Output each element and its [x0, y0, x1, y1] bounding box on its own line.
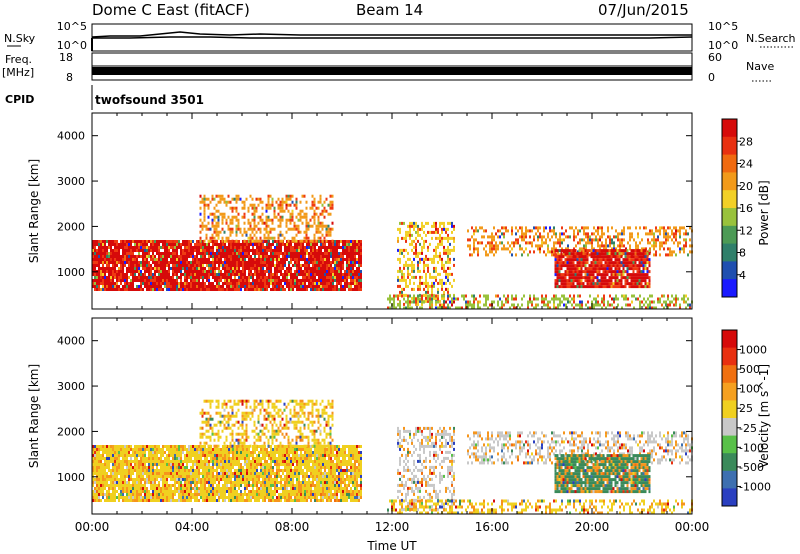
power-colorbar: 28 24 20 16 12 8 4	[721, 118, 753, 298]
colorbar-swatch	[722, 435, 737, 454]
x-tick-label: 00:00	[675, 520, 710, 534]
colorbar-swatch	[722, 347, 737, 366]
colorbar-swatch	[722, 279, 737, 298]
power-ylabel: Slant Range [km]	[27, 159, 41, 263]
colorbar-swatch	[722, 190, 737, 209]
colorbar-tick: 25	[739, 402, 753, 415]
y-tick-label: 4000	[57, 130, 85, 143]
power-panel: 1000 2000 3000 4000 Slant Range [km]	[27, 112, 693, 310]
nsearch-trace	[92, 36, 693, 39]
nsky-trace	[91, 31, 692, 38]
y-tick-label: 3000	[57, 175, 85, 188]
colorbar-swatch	[722, 470, 737, 489]
colorbar-swatch	[722, 488, 737, 507]
time-axis: 00:00 04:00 08:00 12:00 16:00 20:00 00:00	[75, 520, 710, 534]
colorbar-swatch	[722, 261, 737, 280]
power-colorbar-label: Power [dB]	[757, 180, 771, 245]
colorbar-swatch	[722, 382, 737, 401]
colorbar-swatch	[722, 136, 737, 156]
colorbar-swatch	[722, 330, 737, 349]
colorbar-swatch	[722, 208, 737, 227]
colorbar-tick: -500	[739, 461, 764, 474]
y-tick-label: 1000	[57, 471, 85, 484]
colorbar-swatch	[722, 400, 737, 419]
colorbar-tick: 100	[739, 383, 760, 396]
date-title: 07/Jun/2015	[598, 1, 689, 19]
colorbar-swatch	[722, 243, 737, 262]
freq-tick-bottom: 8	[66, 71, 73, 84]
y-tick-label: 3000	[57, 380, 85, 393]
nsky-label: N.Sky	[4, 32, 36, 45]
colorbar-tick: 24	[739, 158, 753, 171]
colorbar-tick: 20	[739, 180, 753, 193]
x-axis-title: Time UT	[366, 539, 417, 553]
velocity-echo-region-1	[199, 399, 334, 448]
power-echo-region-4	[554, 249, 651, 289]
power-echo-region-0	[92, 240, 362, 291]
colorbar-swatch	[722, 418, 737, 437]
cpid-label: CPID	[5, 93, 34, 106]
colorbar-tick: 12	[739, 224, 753, 237]
colorbar-tick: 1000	[739, 344, 767, 357]
colorbar-tick: 16	[739, 202, 753, 215]
nave-tick-top: 60	[708, 51, 722, 64]
nsearch-tick-bottom: 10^0	[708, 39, 738, 52]
colorbar-swatch	[722, 365, 737, 384]
freq-label: Freq.	[5, 53, 32, 66]
colorbar-swatch	[722, 453, 737, 472]
velocity-echo-region-2	[397, 426, 455, 511]
freq-strip: Freq. [MHz] 18 8 60 0 Nave	[2, 51, 774, 84]
y-tick-label: 4000	[57, 335, 85, 348]
colorbar-tick: -25	[739, 422, 757, 435]
colorbar-tick: 4	[739, 269, 746, 282]
nave-label: Nave	[746, 60, 774, 73]
x-tick-label: 04:00	[175, 520, 210, 534]
velocity-ylabel: Slant Range [km]	[27, 364, 41, 468]
cpid-row: CPID twofsound 3501	[5, 85, 204, 110]
colorbar-tick: -1000	[739, 480, 771, 493]
y-tick-label: 2000	[57, 220, 85, 233]
nsky-strip: N.Sky 10^5 10^0 10^5 10^0 N.Search	[4, 20, 796, 52]
nsearch-tick-top: 10^5	[708, 20, 738, 33]
colorbar-tick: 8	[739, 247, 746, 260]
x-tick-label: 08:00	[275, 520, 310, 534]
x-tick-label: 12:00	[375, 520, 410, 534]
colorbar-tick: 28	[739, 135, 753, 148]
colorbar-tick: 500	[739, 363, 760, 376]
velocity-echo-region-4	[554, 454, 651, 494]
beam-title: Beam 14	[356, 1, 423, 19]
y-tick-label: 2000	[57, 425, 85, 438]
velocity-colorbar-label: Velocity [m s^-1]	[757, 364, 771, 468]
power-echo-region-1	[199, 194, 334, 243]
freq-tick-top: 18	[59, 51, 73, 64]
nsky-tick-top: 10^5	[57, 20, 87, 33]
station-title: Dome C East (fitACF)	[92, 1, 250, 19]
x-tick-label: 00:00	[75, 520, 110, 534]
velocity-panel: 1000 2000 3000 4000 Slant Range [km]	[27, 317, 693, 515]
power-echo-region-2	[397, 221, 455, 306]
nsky-tick-bottom: 10^0	[57, 39, 87, 52]
nave-tick-bottom: 0	[708, 71, 715, 84]
x-tick-label: 20:00	[575, 520, 610, 534]
colorbar-tick: -100	[739, 441, 764, 454]
colorbar-swatch	[722, 154, 737, 173]
velocity-echo-region-3	[467, 431, 693, 465]
colorbar-swatch	[722, 225, 737, 245]
colorbar-swatch	[722, 119, 737, 138]
x-tick-label: 16:00	[475, 520, 510, 534]
freq-unit: [MHz]	[2, 66, 34, 79]
velocity-colorbar: 1000 500 100 25 -25 -100 -500 -1000	[721, 329, 771, 507]
nave-trace	[92, 67, 692, 75]
velocity-echo-region-0	[92, 445, 362, 502]
nsearch-label: N.Search	[746, 32, 796, 45]
colorbar-swatch	[722, 172, 737, 191]
y-tick-label: 1000	[57, 266, 85, 279]
cpid-value: twofsound 3501	[95, 93, 204, 107]
